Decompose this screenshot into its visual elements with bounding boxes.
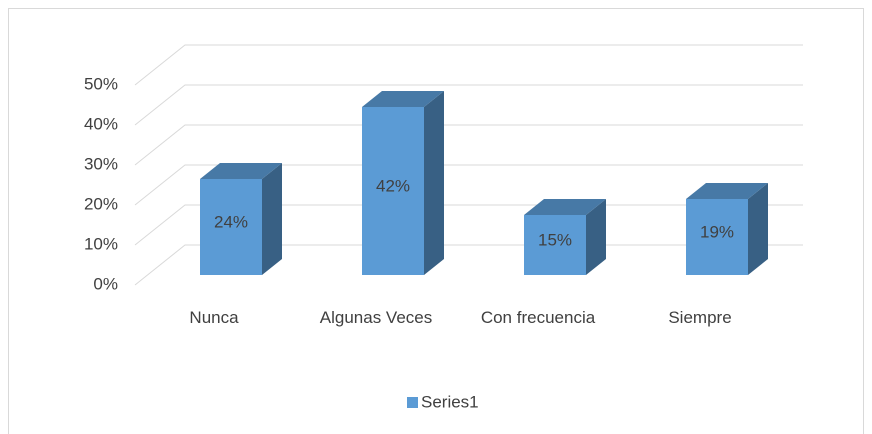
data-label: 15% [538,230,572,249]
y-tick-label: 20% [84,194,118,213]
grid-line [134,44,803,86]
y-tick-label: 50% [84,74,118,93]
grid-line [134,84,803,126]
y-tick-label: 0% [93,274,118,293]
y-tick-label: 30% [84,154,118,173]
bar [524,215,586,275]
x-tick-label: Con frecuencia [480,308,596,327]
bar-side [262,163,282,275]
data-label: 24% [214,212,248,231]
y-tick-label: 40% [84,114,118,133]
legend-swatch [407,397,418,408]
x-tick-label: Algunas Veces [319,308,433,327]
bar-top [686,183,768,199]
bar-top [200,163,282,179]
x-tick-label: Siempre [668,308,732,327]
legend-label: Series1 [421,392,479,411]
bar [362,107,424,275]
bar [686,199,748,275]
bar-side [586,199,606,275]
bar-side [424,91,444,275]
chart-border [8,8,864,434]
grid-line [134,124,803,166]
bar-side [748,183,768,275]
data-label: 42% [376,176,410,195]
data-label: 19% [700,222,734,241]
bar-top [362,91,444,107]
bar [200,179,262,275]
grid-line [134,164,803,206]
bar-top [524,199,606,215]
x-tick-label: Nunca [189,308,239,327]
y-tick-label: 10% [84,234,118,253]
